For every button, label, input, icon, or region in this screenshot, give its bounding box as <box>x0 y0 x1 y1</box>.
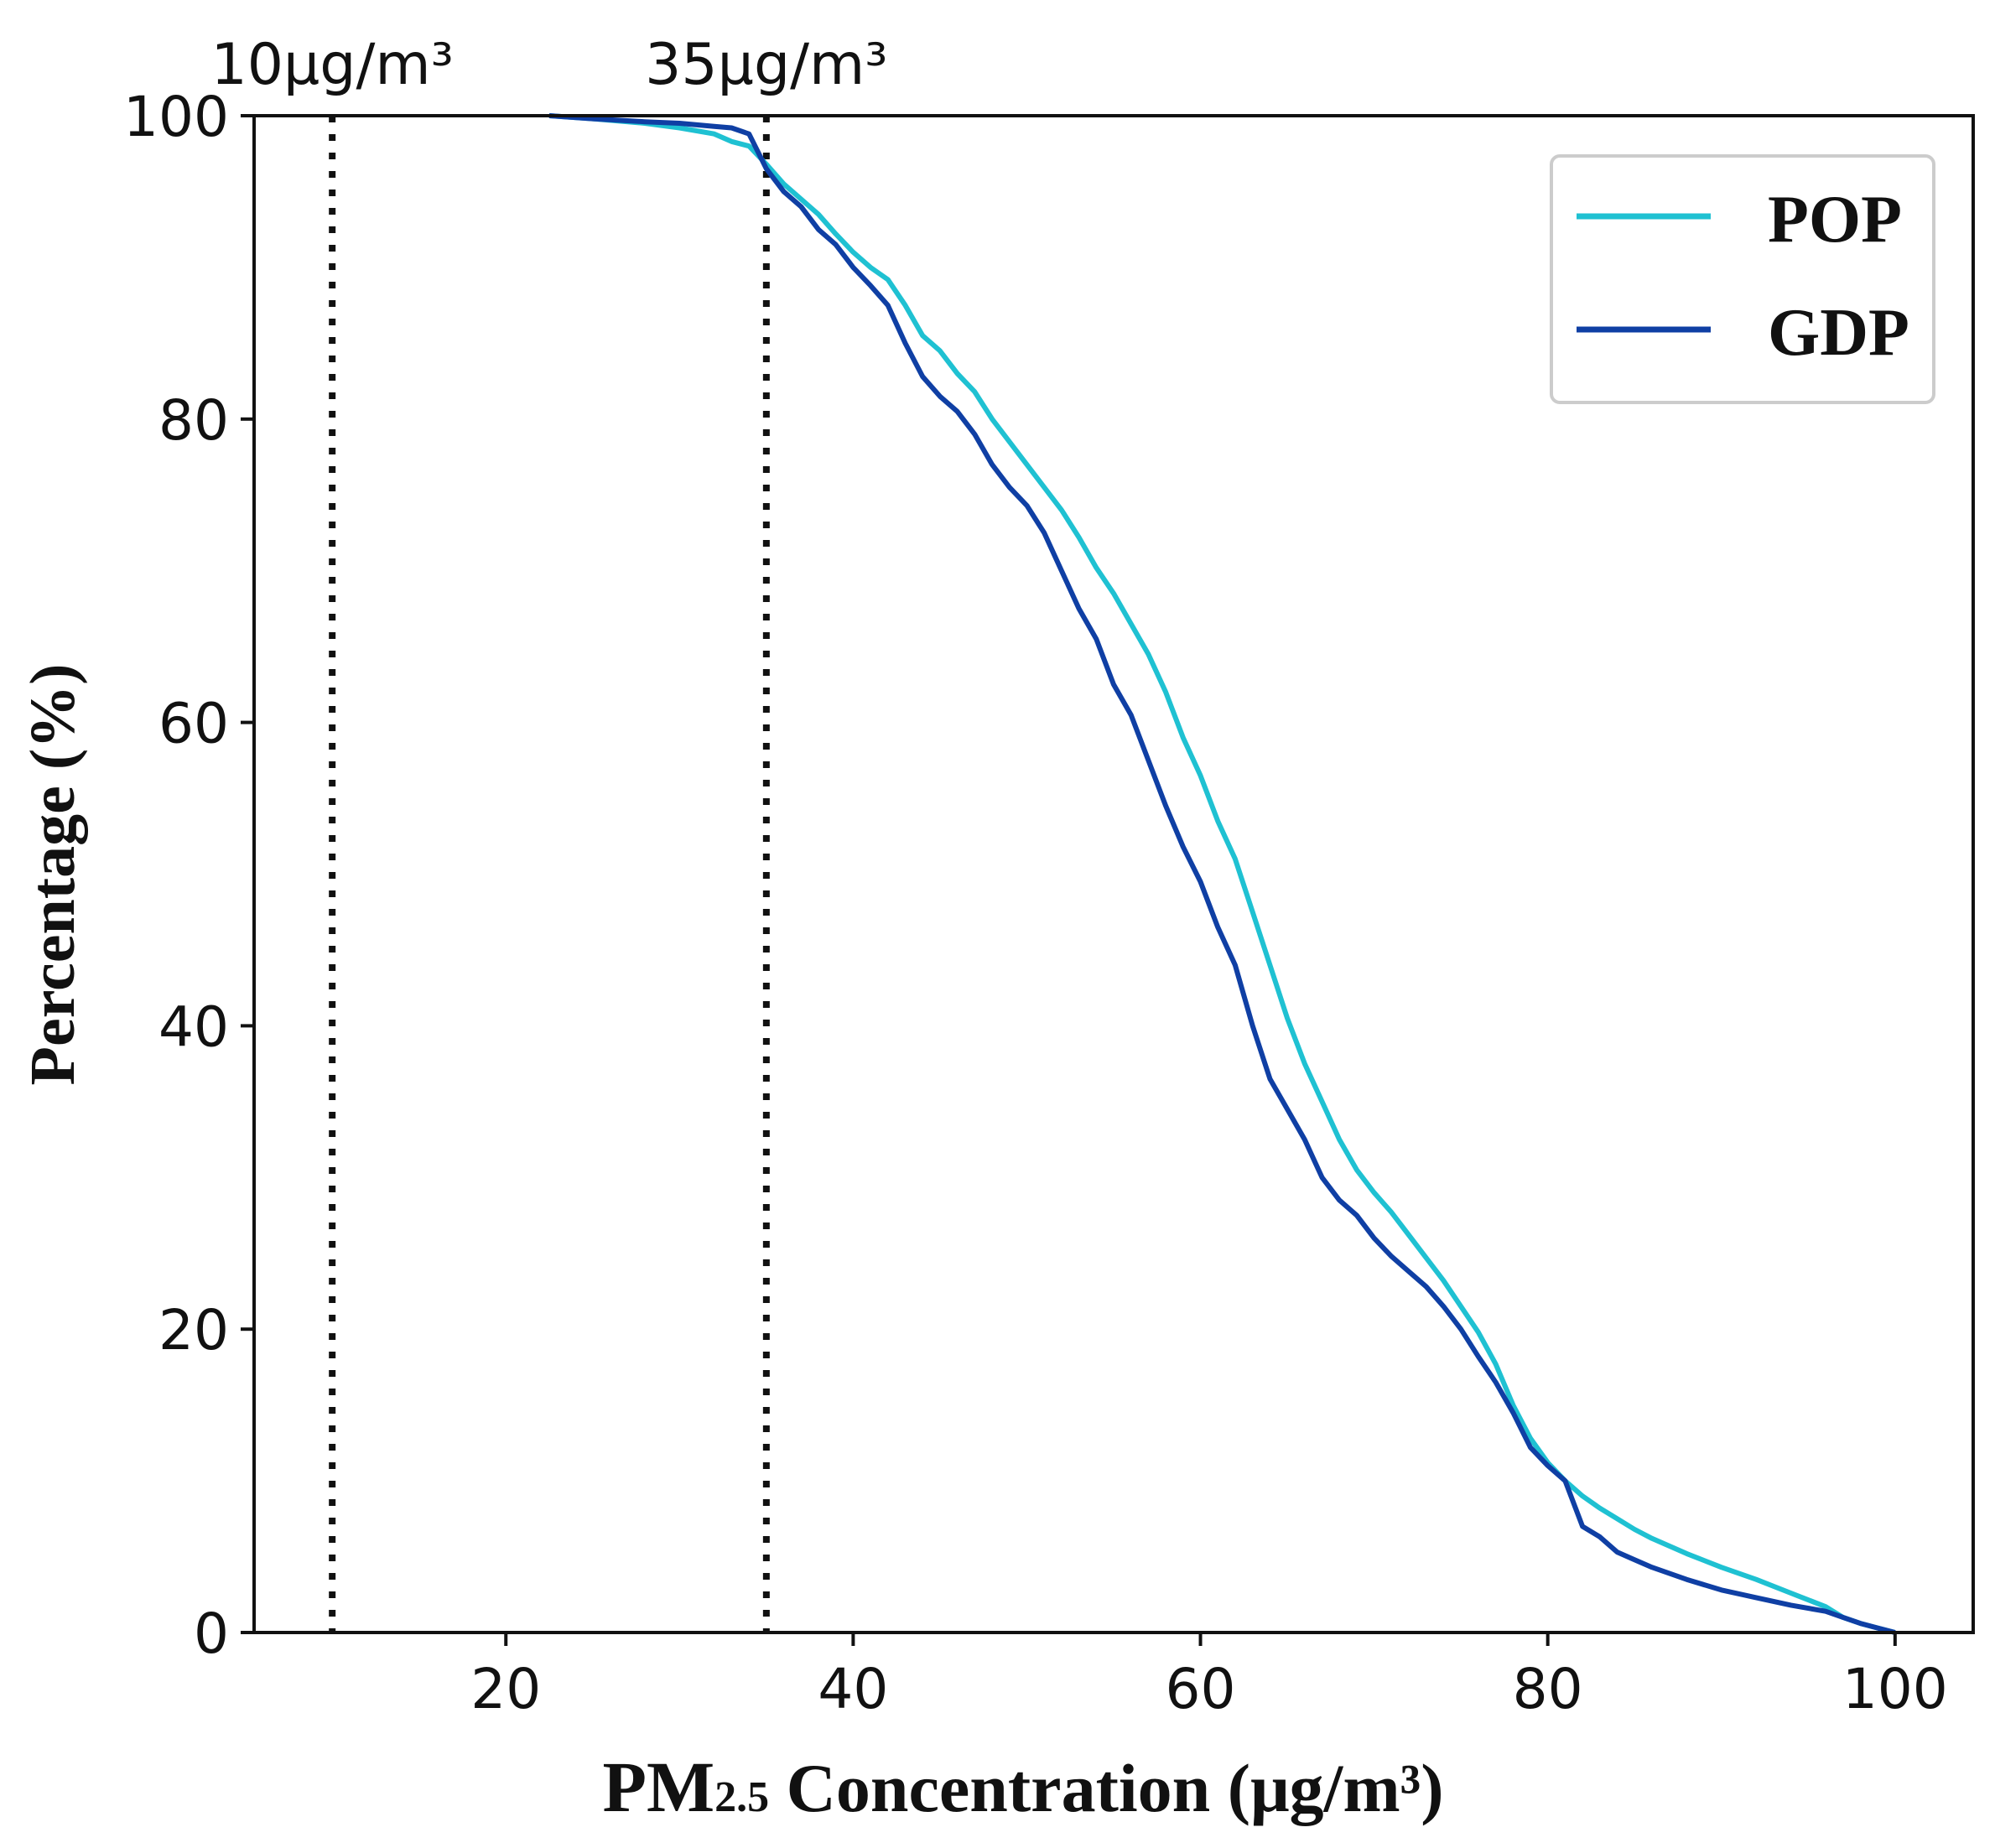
y-tick-label: 60 <box>158 692 229 756</box>
ticks-layer: 20 40 60 80 100 0 20 40 60 80 100 <box>123 85 1948 1721</box>
y-tick-label: 80 <box>158 388 229 453</box>
x-tick-label: 40 <box>818 1657 888 1721</box>
x-axis-title-rest: Concentration (μg/m³) <box>769 1750 1443 1826</box>
y-tick-label: 40 <box>158 994 229 1059</box>
series-line-gdp <box>548 113 1896 1635</box>
x-tick-label: 80 <box>1513 1657 1583 1721</box>
legend-gdp-label: GDP <box>1768 296 1909 370</box>
x-tick-label: 100 <box>1842 1657 1948 1721</box>
x-tick-label: 60 <box>1166 1657 1236 1721</box>
reference-labels-layer: 10μg/m³ 35μg/m³ <box>210 32 887 98</box>
y-tick-label: 20 <box>158 1298 229 1363</box>
legend: POP GDP <box>1550 154 1935 404</box>
x-tick-label: 20 <box>470 1657 541 1721</box>
reference-line-label: 35μg/m³ <box>645 32 887 98</box>
y-tick-label: 0 <box>194 1601 229 1666</box>
reference-line-label: 10μg/m³ <box>210 32 453 98</box>
y-axis-title: Percentage (%) <box>18 664 88 1086</box>
legend-pop-label: POP <box>1768 183 1902 257</box>
x-axis-title: PM2.5 Concentration (μg/m³) <box>602 1747 1443 1827</box>
series-layer <box>548 113 1896 1635</box>
y-tick-label: 100 <box>123 85 229 149</box>
reference-lines-layer <box>329 116 770 1633</box>
x-axis-title-subscript: 2.5 <box>714 1773 769 1821</box>
series-line-pop <box>548 113 1896 1635</box>
x-axis-title-main: PM <box>602 1747 714 1827</box>
plot-frame <box>252 114 1975 1634</box>
